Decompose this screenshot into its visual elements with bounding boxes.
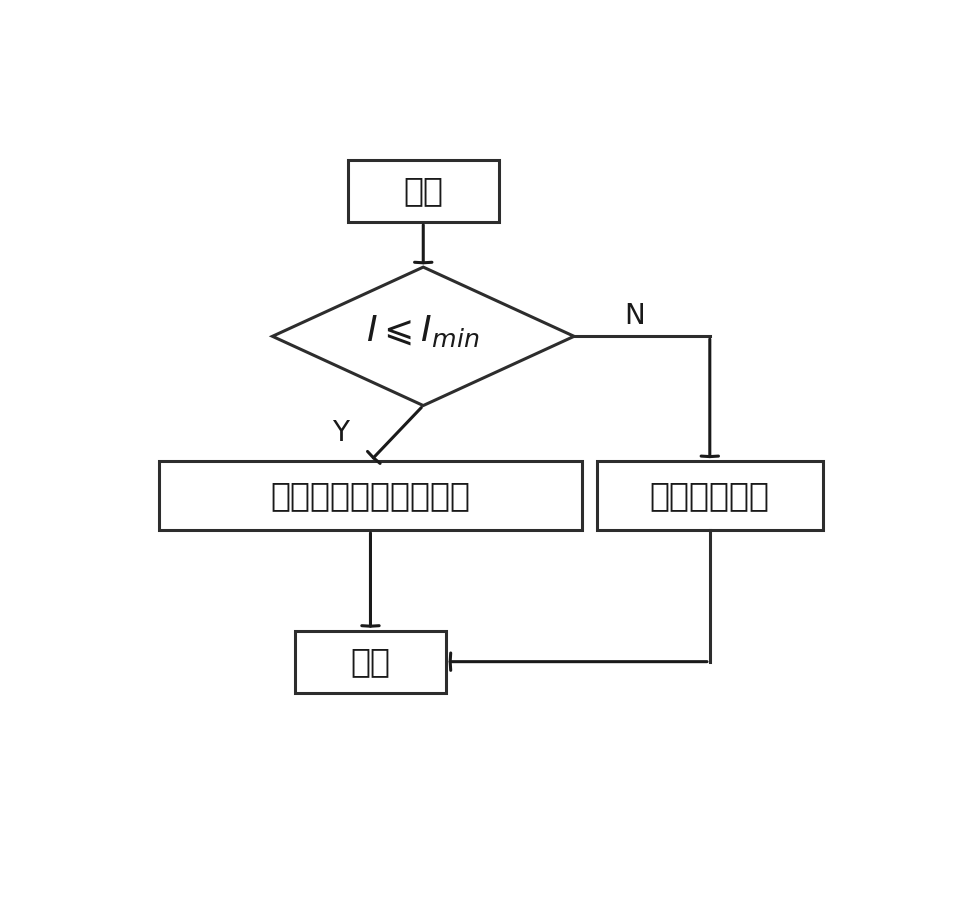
Text: Y: Y <box>332 419 348 447</box>
Text: 判定气流焋値满足要求: 判定气流焋値满足要求 <box>270 479 471 512</box>
Text: N: N <box>624 301 645 330</box>
Text: 开始: 开始 <box>403 174 444 208</box>
Bar <box>348 160 499 222</box>
Bar <box>596 461 823 530</box>
Text: $I \leqslant I_{min}$: $I \leqslant I_{min}$ <box>367 313 480 349</box>
Bar <box>295 630 446 693</box>
Text: 减小控制电流: 减小控制电流 <box>650 479 770 512</box>
Bar <box>160 461 582 530</box>
Text: 结束: 结束 <box>350 645 390 678</box>
Polygon shape <box>272 267 574 405</box>
